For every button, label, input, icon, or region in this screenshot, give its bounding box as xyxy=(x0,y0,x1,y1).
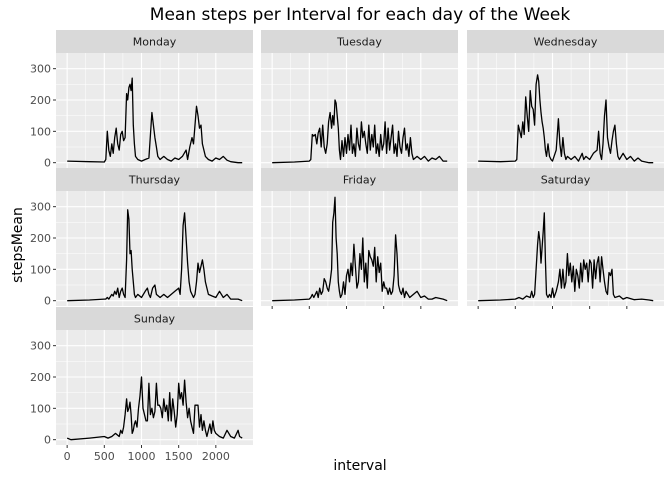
y-tick-label: 300 xyxy=(30,340,51,353)
facet-monday: Monday 0 100 200 300 xyxy=(30,30,253,170)
facet-saturday: Saturday xyxy=(467,168,664,309)
facet-panel-thursday xyxy=(56,191,253,306)
facet-strip-saturday xyxy=(467,168,664,191)
facet-panel-friday xyxy=(261,191,458,306)
y-tick-label: 100 xyxy=(30,402,51,415)
facet-panel-sunday xyxy=(56,330,253,445)
facet-panel-wednesday xyxy=(467,53,664,168)
facet-label-wednesday: Wednesday xyxy=(534,36,598,49)
facet-panels: Monday 0 100 200 300 Tuesday Wednesday Thursday… xyxy=(30,30,664,463)
series-line-friday xyxy=(272,196,448,302)
series-line-tuesday xyxy=(272,99,448,164)
facet-strip-wednesday xyxy=(467,30,664,53)
series-line-monday xyxy=(67,77,243,164)
y-axis-title: stepsMean xyxy=(10,207,26,283)
x-tick-label: 1500 xyxy=(165,450,193,463)
y-tick-label: 200 xyxy=(30,232,51,245)
facet-panel-saturday xyxy=(467,191,664,306)
facet-label-monday: Monday xyxy=(133,36,177,49)
facet-label-thursday: Thursday xyxy=(128,174,181,187)
chart-title: Mean steps per Interval for each day of … xyxy=(150,5,571,25)
facet-strip-friday xyxy=(261,168,458,191)
facet-panel-monday xyxy=(56,53,253,168)
y-tick-label: 100 xyxy=(30,263,51,276)
facet-strip-thursday xyxy=(56,168,253,191)
facet-label-tuesday: Tuesday xyxy=(336,36,382,49)
facet-sunday: Sunday 0 100 200 300 0 500 1000 1500 2000 xyxy=(30,307,253,463)
facet-wednesday: Wednesday xyxy=(467,30,664,168)
y-tick-label: 0 xyxy=(44,157,51,170)
facet-friday: Friday xyxy=(261,168,458,309)
y-tick-label: 0 xyxy=(44,434,51,447)
facet-strip-sunday xyxy=(56,307,253,330)
x-axis-title: interval xyxy=(333,458,386,474)
series-line-saturday xyxy=(478,212,654,302)
y-tick-label: 100 xyxy=(30,125,51,138)
series-line-thursday xyxy=(67,209,243,302)
facet-label-saturday: Saturday xyxy=(541,174,591,187)
x-tick-label: 2000 xyxy=(202,450,230,463)
y-tick-label: 300 xyxy=(30,63,51,76)
facet-thursday: Thursday 0 100 200 300 xyxy=(30,168,253,308)
series-line-sunday xyxy=(66,376,243,441)
facet-strip-tuesday xyxy=(261,30,458,53)
series-line-wednesday xyxy=(478,74,654,164)
y-tick-label: 200 xyxy=(30,94,51,107)
y-tick-label: 0 xyxy=(44,295,51,308)
facet-label-friday: Friday xyxy=(343,174,377,187)
x-tick-label: 500 xyxy=(94,450,115,463)
facet-label-sunday: Sunday xyxy=(134,313,176,326)
facet-tuesday: Tuesday xyxy=(261,30,458,168)
x-tick-label: 0 xyxy=(64,450,71,463)
facet-strip-monday xyxy=(56,30,253,53)
y-tick-label: 300 xyxy=(30,201,51,214)
y-tick-label: 200 xyxy=(30,371,51,384)
x-tick-label: 1000 xyxy=(127,450,155,463)
